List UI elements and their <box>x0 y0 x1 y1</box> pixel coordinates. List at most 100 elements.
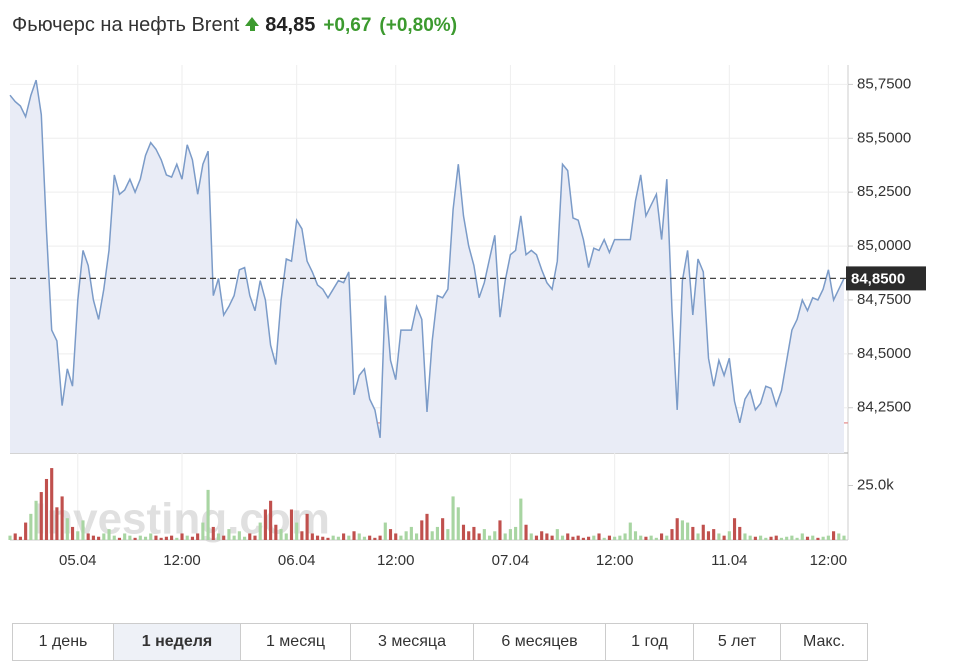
volume-bar <box>102 533 106 540</box>
volume-bar <box>216 533 221 540</box>
timeframe-tab[interactable]: 6 месяцев <box>474 624 606 660</box>
volume-bar <box>722 535 726 540</box>
volume-bar <box>368 535 372 540</box>
volume-bar <box>409 526 413 540</box>
volume-bar <box>107 529 111 540</box>
x-tick-label: 12:00 <box>596 552 634 569</box>
volume-bar <box>738 526 742 540</box>
volume-bar <box>383 522 387 540</box>
volume-bar <box>227 529 231 540</box>
timeframe-tab[interactable]: 1 год <box>606 624 694 660</box>
volume-bar <box>206 489 210 540</box>
volume-bar <box>347 535 351 540</box>
volume-bar <box>232 535 236 540</box>
volume-bar <box>357 533 361 540</box>
volume-bar <box>70 526 75 540</box>
volume-bar <box>55 507 59 540</box>
volume-bar <box>159 537 163 540</box>
volume-bar <box>587 536 591 540</box>
volume-bar <box>13 533 17 540</box>
volume-bar <box>508 529 512 540</box>
volume-bar <box>248 533 252 540</box>
volume-bar <box>623 533 627 540</box>
y-tick-label: 85,5000 <box>857 129 911 146</box>
volume-bar <box>8 535 12 540</box>
volume-bar <box>185 535 189 540</box>
timeframe-tab[interactable]: 3 месяца <box>351 624 474 660</box>
volume-bar <box>727 531 731 540</box>
volume-bar <box>242 536 247 540</box>
volume-bar <box>529 533 533 540</box>
volume-bar <box>253 535 257 540</box>
timeframe-tab[interactable]: Макс. <box>802 633 846 650</box>
price: 84,85 <box>265 14 316 36</box>
y-tick-label: 85,0000 <box>857 237 911 254</box>
volume-bar <box>143 536 148 540</box>
volume-bar <box>816 537 820 540</box>
volume-bar <box>435 526 439 540</box>
volume-bar <box>133 537 137 540</box>
volume-bar <box>654 537 658 540</box>
volume-bar <box>482 529 486 540</box>
volume-bar <box>138 535 142 540</box>
volume-bar <box>258 522 262 540</box>
volume-bar <box>441 518 445 540</box>
volume-bar <box>295 522 299 540</box>
volume-bar <box>764 537 768 540</box>
volume-bar <box>97 536 101 540</box>
volume-bar <box>39 492 43 540</box>
x-tick-label: 07.04 <box>492 552 530 569</box>
timeframe-tab[interactable]: 5 лет <box>694 624 781 660</box>
volume-bar <box>310 533 314 540</box>
title: Фьючерс на нефть Brent <box>12 14 240 36</box>
volume-bar <box>555 529 559 540</box>
volume-bar <box>196 533 200 540</box>
volume-bar <box>701 524 705 540</box>
volume-bar <box>805 536 810 540</box>
x-tick-label: 06.04 <box>278 552 316 569</box>
timeframe-tab[interactable]: 1 неделя <box>114 624 241 660</box>
volume-bar <box>425 513 429 540</box>
volume-bar <box>832 531 836 540</box>
volume-bar <box>415 533 419 540</box>
volume-bar <box>795 537 799 540</box>
timeframe-tabs: 1 день 1 неделя 1 месяц 3 месяца 6 месяцев 1 … <box>12 623 868 661</box>
volume-bar <box>331 535 335 540</box>
volume-bar <box>581 537 585 540</box>
volume-bar <box>680 520 684 540</box>
volume-bar <box>628 522 632 540</box>
y-tick-label: 84,2500 <box>857 399 911 416</box>
y-tick-label: 25.0k <box>857 476 894 493</box>
volume-bar <box>732 518 737 540</box>
volume-bar <box>300 531 304 540</box>
volume-bar <box>602 537 606 540</box>
volume-bar <box>321 536 325 540</box>
timeframe-tab[interactable]: 1 день <box>13 624 114 660</box>
y-tick-label: 85,2500 <box>857 183 911 200</box>
volume-bar <box>576 535 580 540</box>
volume-bar <box>514 526 518 540</box>
x-tick-label: 12:00 <box>377 552 415 569</box>
volume-bar <box>274 524 278 540</box>
volume-bar <box>774 535 778 540</box>
timeframe-tab[interactable]: 1 месяц <box>241 624 351 660</box>
volume-bar <box>467 531 471 540</box>
volume-bar <box>842 535 846 540</box>
volume-bar <box>24 522 28 540</box>
volume-bar <box>613 536 617 540</box>
volume-bar <box>785 536 789 540</box>
x-tick-label: 12:00 <box>810 552 848 569</box>
volume-bar <box>451 496 455 540</box>
volume-bar <box>649 535 653 540</box>
volume-bar <box>826 535 830 540</box>
volume-bar <box>326 537 330 540</box>
volume-bar <box>29 513 33 540</box>
volume-bar <box>388 529 393 540</box>
y-tick-label: 84,7500 <box>857 291 911 308</box>
volume-bar <box>837 533 841 540</box>
volume-bar <box>128 535 132 540</box>
y-tick-label: 85,7500 <box>857 75 911 92</box>
volume-bar <box>170 535 174 540</box>
volume-bar <box>686 522 690 540</box>
volume-bar <box>123 533 127 540</box>
